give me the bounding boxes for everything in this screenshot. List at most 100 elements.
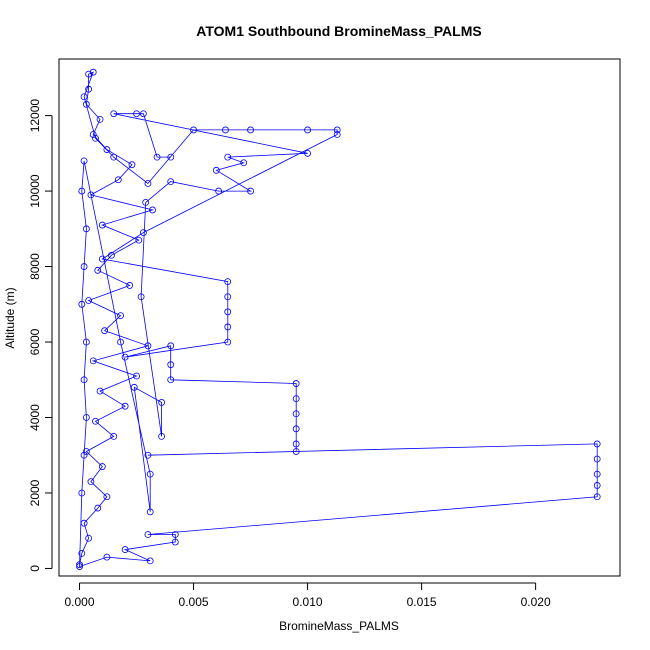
data-point bbox=[133, 110, 140, 118]
data-point bbox=[149, 206, 156, 214]
data-point bbox=[167, 361, 175, 369]
data-point bbox=[224, 278, 232, 286]
data-point bbox=[304, 126, 311, 134]
data-point bbox=[82, 448, 90, 455]
data-point bbox=[215, 187, 223, 195]
data-point bbox=[117, 312, 124, 320]
data-point bbox=[89, 357, 97, 365]
data-point bbox=[114, 176, 122, 184]
data-point bbox=[110, 153, 118, 161]
y-tick-label: 10000 bbox=[28, 174, 42, 208]
data-point bbox=[101, 327, 109, 335]
data-point bbox=[292, 448, 300, 455]
data-point bbox=[103, 493, 111, 501]
data-point bbox=[224, 323, 232, 331]
x-tick-label: 0.020 bbox=[521, 595, 551, 609]
data-point bbox=[108, 251, 115, 259]
data-point bbox=[89, 131, 97, 138]
data-point bbox=[292, 440, 300, 448]
data-point bbox=[80, 93, 88, 101]
data-point bbox=[171, 538, 179, 546]
data-point bbox=[87, 191, 95, 199]
data-point bbox=[85, 534, 93, 542]
plot-frame bbox=[58, 58, 621, 577]
data-point bbox=[92, 134, 99, 142]
data-point bbox=[153, 153, 161, 161]
data-point bbox=[593, 455, 601, 463]
data-point bbox=[110, 110, 118, 118]
x-tick-label: 0.010 bbox=[293, 595, 323, 609]
data-point bbox=[82, 338, 90, 346]
data-point bbox=[146, 470, 154, 478]
data-point bbox=[593, 482, 601, 489]
data-point bbox=[139, 110, 147, 118]
y-tick-label: 8000 bbox=[28, 253, 42, 280]
data-point bbox=[142, 199, 150, 206]
y-tick-label: 12000 bbox=[28, 99, 42, 133]
data-point bbox=[94, 266, 102, 274]
data-point bbox=[224, 338, 232, 346]
x-tick-label: 0.005 bbox=[179, 595, 209, 609]
data-point bbox=[224, 293, 232, 301]
data-point bbox=[85, 85, 93, 93]
data-point bbox=[144, 531, 152, 538]
data-point bbox=[121, 353, 129, 361]
data-point bbox=[158, 432, 166, 440]
data-point bbox=[103, 146, 111, 153]
data-point bbox=[121, 546, 129, 553]
data-point bbox=[82, 100, 90, 108]
data-point bbox=[135, 236, 143, 244]
data-point bbox=[146, 557, 154, 565]
y-tick-label: 0 bbox=[28, 565, 42, 572]
data-point bbox=[96, 115, 104, 123]
x-axis-label: BromineMass_PALMS bbox=[279, 619, 399, 633]
x-tick-label: 0.000 bbox=[65, 595, 95, 609]
data-point bbox=[126, 282, 134, 289]
data-point bbox=[333, 131, 341, 138]
data-point bbox=[137, 293, 145, 301]
data-point bbox=[146, 508, 154, 516]
data-point bbox=[98, 463, 106, 470]
data-point bbox=[224, 153, 232, 161]
data-point bbox=[96, 387, 104, 395]
data-point bbox=[133, 372, 140, 380]
data-point bbox=[80, 263, 88, 270]
data-point bbox=[224, 308, 232, 316]
data-point bbox=[80, 519, 88, 527]
data-point bbox=[110, 432, 118, 440]
data-point bbox=[82, 225, 90, 233]
x-tick-label: 0.015 bbox=[407, 595, 437, 609]
data-point bbox=[212, 166, 220, 174]
data-point bbox=[292, 425, 300, 433]
series-line bbox=[79, 71, 598, 568]
data-point bbox=[240, 159, 248, 167]
data-point bbox=[80, 376, 88, 384]
data-point bbox=[247, 126, 254, 134]
data-point bbox=[167, 153, 175, 161]
data-point bbox=[80, 157, 88, 165]
data-point bbox=[78, 300, 86, 308]
y-tick-label: 2000 bbox=[28, 479, 42, 506]
data-point bbox=[85, 70, 93, 78]
data-point bbox=[144, 180, 152, 187]
data-point bbox=[87, 478, 95, 486]
data-point bbox=[144, 342, 152, 350]
data-point bbox=[292, 380, 300, 387]
y-axis: 0 2000 4000 6000 8000 10000 12000 bbox=[28, 99, 53, 572]
data-point bbox=[190, 126, 197, 134]
data-point bbox=[92, 417, 99, 425]
data-point bbox=[593, 440, 601, 448]
data-point bbox=[78, 489, 86, 497]
data-point bbox=[171, 531, 179, 538]
data-point bbox=[593, 470, 601, 478]
data-point bbox=[89, 68, 97, 76]
y-tick-label: 4000 bbox=[28, 404, 42, 431]
data-point bbox=[80, 451, 88, 459]
data-point bbox=[167, 376, 175, 384]
plot-area bbox=[76, 68, 601, 570]
data-point bbox=[167, 342, 175, 350]
data-point bbox=[139, 229, 147, 236]
data-point bbox=[103, 553, 111, 561]
data-point bbox=[94, 504, 102, 512]
